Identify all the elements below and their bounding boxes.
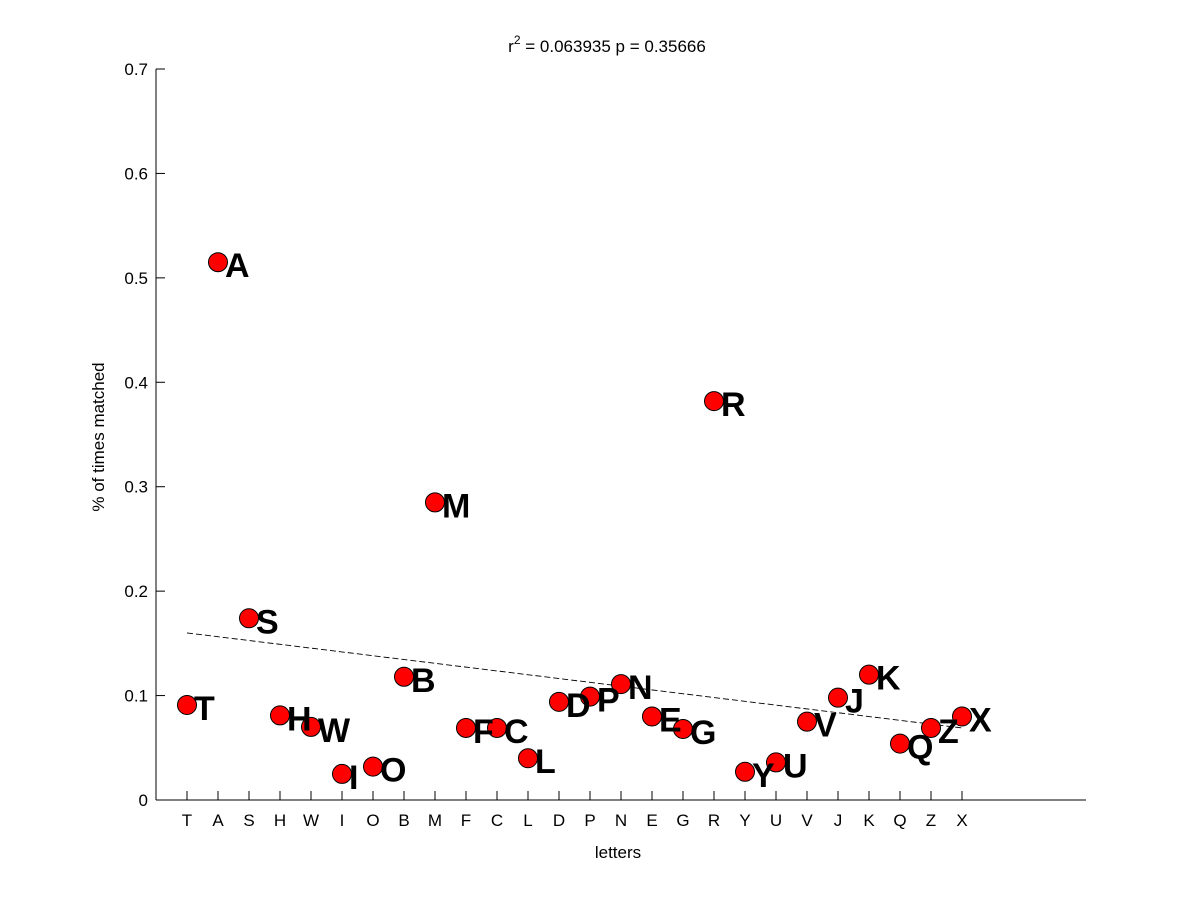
point-label: I	[349, 759, 358, 797]
title-superscript: 2	[514, 33, 521, 47]
title-prefix: r	[508, 37, 514, 56]
point-label: J	[845, 683, 864, 721]
x-tick-label: J	[834, 811, 843, 830]
data-point	[611, 674, 631, 695]
data-point	[208, 252, 228, 273]
data-point	[394, 666, 414, 687]
data-point	[301, 716, 321, 737]
x-tick-label: T	[182, 811, 192, 830]
y-tick-label: 0.1	[124, 687, 148, 706]
data-point	[332, 763, 352, 784]
x-tick-label: X	[956, 811, 967, 830]
x-tick-label: R	[708, 811, 720, 830]
trendline	[186, 632, 963, 729]
point-label: G	[690, 714, 716, 752]
point-label: S	[256, 603, 279, 641]
data-point	[859, 664, 879, 685]
x-tick-label: U	[770, 811, 782, 830]
x-tick-label: Y	[739, 811, 750, 830]
x-tick-label: L	[523, 811, 532, 830]
y-tick-label: 0.7	[124, 60, 148, 79]
title-rest: = 0.063935 p = 0.35666	[521, 37, 706, 56]
data-point	[177, 694, 197, 715]
data-point	[797, 711, 817, 732]
y-tick-label: 0.3	[124, 478, 148, 497]
data-point	[518, 748, 538, 769]
data-point	[549, 691, 569, 712]
point-label: N	[628, 669, 653, 707]
point-label: X	[969, 701, 992, 739]
data-point	[363, 756, 383, 777]
x-tick-label: G	[676, 811, 689, 830]
point-label: Q	[907, 729, 933, 767]
data-point	[425, 492, 445, 513]
point-label: L	[535, 743, 556, 781]
x-tick-label: H	[274, 811, 286, 830]
data-point	[828, 687, 848, 708]
y-tick-label: 0.5	[124, 269, 148, 288]
x-tick-label: Q	[893, 811, 906, 830]
point-label: U	[783, 747, 808, 785]
x-tick-label: V	[801, 811, 813, 830]
x-tick-label: N	[615, 811, 627, 830]
y-tick-label: 0	[139, 791, 148, 810]
data-point	[270, 705, 290, 726]
data-points	[177, 252, 972, 784]
point-label: E	[659, 701, 682, 739]
x-tick-label: K	[863, 811, 875, 830]
y-tick-label: 0.6	[124, 164, 148, 183]
point-label: O	[380, 752, 406, 790]
point-label: P	[597, 682, 620, 720]
point-label: M	[442, 487, 470, 525]
y-axis-ticks: 0 0.1 0.2 0.3 0.4 0.5 0.6 0.7	[124, 60, 165, 810]
point-label: W	[318, 712, 351, 750]
point-label: D	[566, 687, 591, 725]
data-point	[735, 761, 755, 782]
data-point	[642, 706, 662, 727]
data-point	[704, 391, 724, 412]
point-label: C	[504, 713, 529, 751]
point-label: T	[194, 690, 215, 728]
point-label: A	[225, 247, 250, 285]
x-tick-label: I	[340, 811, 345, 830]
data-point	[673, 718, 693, 739]
x-tick-label: P	[584, 811, 595, 830]
data-point	[487, 717, 507, 738]
x-tick-label: D	[553, 811, 565, 830]
y-tick-label: 0.2	[124, 582, 148, 601]
point-label: K	[876, 660, 901, 698]
x-tick-label: M	[428, 811, 442, 830]
data-point	[890, 733, 910, 754]
data-point	[456, 717, 476, 738]
trendline-line	[186, 632, 963, 729]
y-axis-label: % of times matched	[89, 362, 108, 511]
x-axis-label: letters	[595, 843, 641, 862]
x-tick-label: Z	[926, 811, 936, 830]
data-point	[580, 686, 600, 707]
data-point	[766, 752, 786, 773]
chart-title: r2 = 0.063935 p = 0.35666	[508, 33, 706, 56]
data-point	[921, 717, 941, 738]
point-label: V	[814, 707, 837, 745]
x-tick-label: S	[243, 811, 254, 830]
point-label: Y	[752, 757, 775, 795]
point-label: R	[721, 386, 746, 424]
y-tick-label: 0.4	[124, 373, 148, 392]
point-label: Z	[938, 713, 959, 751]
x-tick-label: A	[212, 811, 224, 830]
point-label: F	[473, 713, 494, 751]
x-tick-label: O	[366, 811, 379, 830]
x-tick-label: W	[303, 811, 319, 830]
x-tick-label: E	[646, 811, 657, 830]
point-label: B	[411, 662, 436, 700]
data-point	[952, 706, 972, 727]
data-point	[239, 608, 259, 629]
x-tick-label: B	[398, 811, 409, 830]
x-tick-label: C	[491, 811, 503, 830]
point-label: H	[287, 700, 312, 738]
x-tick-label: F	[461, 811, 471, 830]
